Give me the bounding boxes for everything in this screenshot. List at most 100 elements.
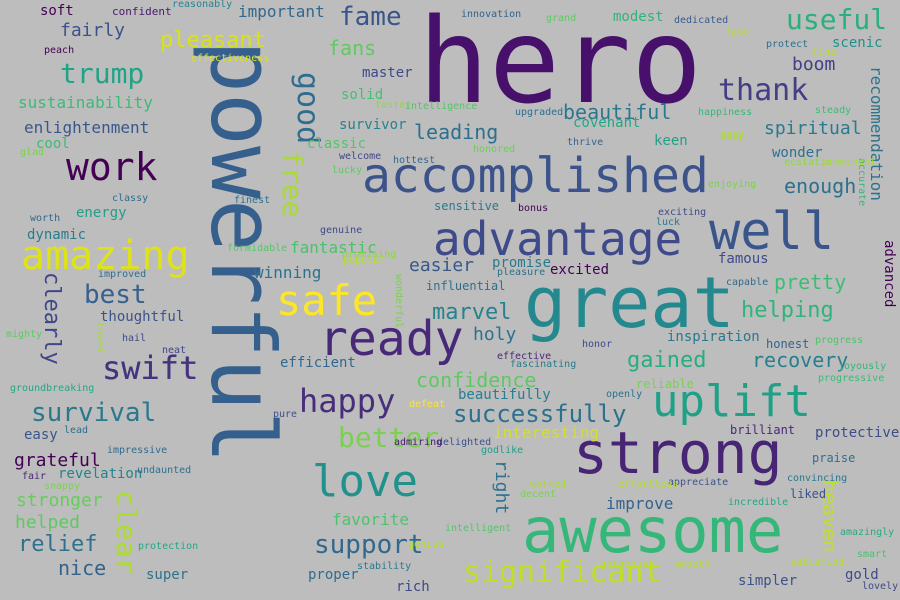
cloud-word: genius xyxy=(408,539,445,550)
cloud-word: godlike xyxy=(481,445,524,456)
cloud-word: faster xyxy=(375,100,412,111)
cloud-word: sustainability xyxy=(18,93,153,112)
cloud-word: classic xyxy=(307,136,367,152)
cloud-word: snappy xyxy=(44,481,81,492)
cloud-word: mighty xyxy=(6,329,43,340)
cloud-word: great xyxy=(524,262,735,344)
cloud-word: improve xyxy=(606,494,674,513)
cloud-word: winning xyxy=(254,263,322,282)
cloud-word: worked xyxy=(530,479,567,490)
cloud-word: proper xyxy=(308,567,359,583)
cloud-word: fair xyxy=(22,471,47,482)
cloud-word: exciting xyxy=(658,207,707,218)
cloud-word: soft xyxy=(40,3,74,19)
cloud-word: appreciate xyxy=(668,477,729,488)
cloud-word: thrive xyxy=(567,137,604,148)
cloud-word: enjoying xyxy=(708,179,757,190)
cloud-word: hero xyxy=(418,0,703,130)
cloud-word: pleasant xyxy=(160,28,266,53)
cloud-word: energy xyxy=(76,205,127,221)
cloud-word: master xyxy=(362,65,413,81)
cloud-word: inspiration xyxy=(667,329,760,345)
cloud-word: lucky xyxy=(332,165,363,176)
cloud-word: protect xyxy=(766,39,809,50)
cloud-word: intelligent xyxy=(445,523,512,534)
cloud-word: convincing xyxy=(787,473,848,484)
cloud-word: recovery xyxy=(752,348,849,372)
cloud-word: solid xyxy=(341,87,384,103)
cloud-word: ready xyxy=(319,311,464,367)
cloud-word: genuine xyxy=(320,225,363,236)
cloud-word: innovation xyxy=(461,9,522,20)
cloud-word: trump xyxy=(60,57,145,90)
cloud-word: progress xyxy=(815,335,864,346)
cloud-word: work xyxy=(66,145,158,189)
cloud-word: effectiveness xyxy=(191,53,270,64)
cloud-word: fairly xyxy=(60,20,126,41)
cloud-word: uplift xyxy=(652,376,811,427)
cloud-word: promise xyxy=(492,255,552,271)
cloud-word: easy xyxy=(24,427,58,443)
cloud-word: smart xyxy=(857,549,888,560)
cloud-word: praise xyxy=(812,451,856,465)
cloud-word: amazing xyxy=(21,233,190,279)
cloud-word: fantastic xyxy=(290,238,377,257)
cloud-word: wonder xyxy=(772,145,823,161)
cloud-word: upgraded xyxy=(515,107,564,118)
cloud-word: reasonably xyxy=(172,0,233,10)
cloud-word: accomplished xyxy=(362,148,709,204)
cloud-word: hail xyxy=(122,333,147,344)
cloud-word: amazingly xyxy=(840,527,895,538)
cloud-word: openly xyxy=(606,389,643,400)
cloud-word: honor xyxy=(582,339,613,350)
cloud-word: bonus xyxy=(518,203,549,214)
cloud-word: gained xyxy=(627,348,707,373)
cloud-word: important xyxy=(238,2,325,21)
cloud-word: groundbreaking xyxy=(10,383,95,394)
cloud-word: dynamic xyxy=(27,227,87,243)
cloud-word: grateful xyxy=(14,450,101,471)
cloud-word: relief xyxy=(18,532,98,557)
cloud-word: lovely xyxy=(862,581,899,592)
cloud-word: smooth xyxy=(674,559,711,570)
cloud-word: dedicated xyxy=(674,15,729,26)
cloud-word: marvel xyxy=(432,300,512,325)
cloud-word: wonderful xyxy=(393,274,404,329)
cloud-word: advanced xyxy=(881,240,897,308)
cloud-word: protective xyxy=(815,425,900,441)
cloud-word: honored xyxy=(473,144,516,155)
cloud-word: hottest xyxy=(393,155,436,166)
cloud-word: brilliant xyxy=(730,423,796,437)
cloud-word: joyously xyxy=(838,361,887,372)
cloud-word: cool xyxy=(36,136,70,152)
cloud-word: easier xyxy=(409,255,475,276)
cloud-word: incredible xyxy=(728,497,789,508)
cloud-word: nice xyxy=(58,556,107,580)
cloud-word: glad xyxy=(20,147,45,158)
cloud-word: recommendation xyxy=(867,66,886,201)
cloud-word: protection xyxy=(138,541,199,552)
cloud-word: stronger xyxy=(16,490,103,511)
cloud-word: promising xyxy=(342,249,397,260)
cloud-word: thank xyxy=(718,73,809,108)
cloud-word: advantage xyxy=(433,212,683,266)
cloud-word: popular xyxy=(343,255,386,266)
cloud-word: enlightenment xyxy=(24,118,150,137)
cloud-word: steady xyxy=(815,105,852,116)
cloud-word: honest xyxy=(766,337,810,351)
cloud-word: leading xyxy=(414,120,499,144)
cloud-word: finest xyxy=(234,195,271,206)
cloud-word: liked xyxy=(790,487,827,501)
cloud-word: covenant xyxy=(573,115,641,131)
cloud-word: excited xyxy=(550,262,610,278)
cloud-word: defeat xyxy=(409,399,446,410)
cloud-word: super xyxy=(146,567,189,583)
cloud-word: undaunted xyxy=(137,465,192,476)
cloud-word: fine xyxy=(812,47,837,58)
cloud-word: confident xyxy=(112,5,172,18)
cloud-word: holy xyxy=(473,324,517,345)
cloud-word: progressive xyxy=(818,373,885,384)
cloud-word: keen xyxy=(654,133,688,149)
cloud-word: loved xyxy=(94,322,105,353)
